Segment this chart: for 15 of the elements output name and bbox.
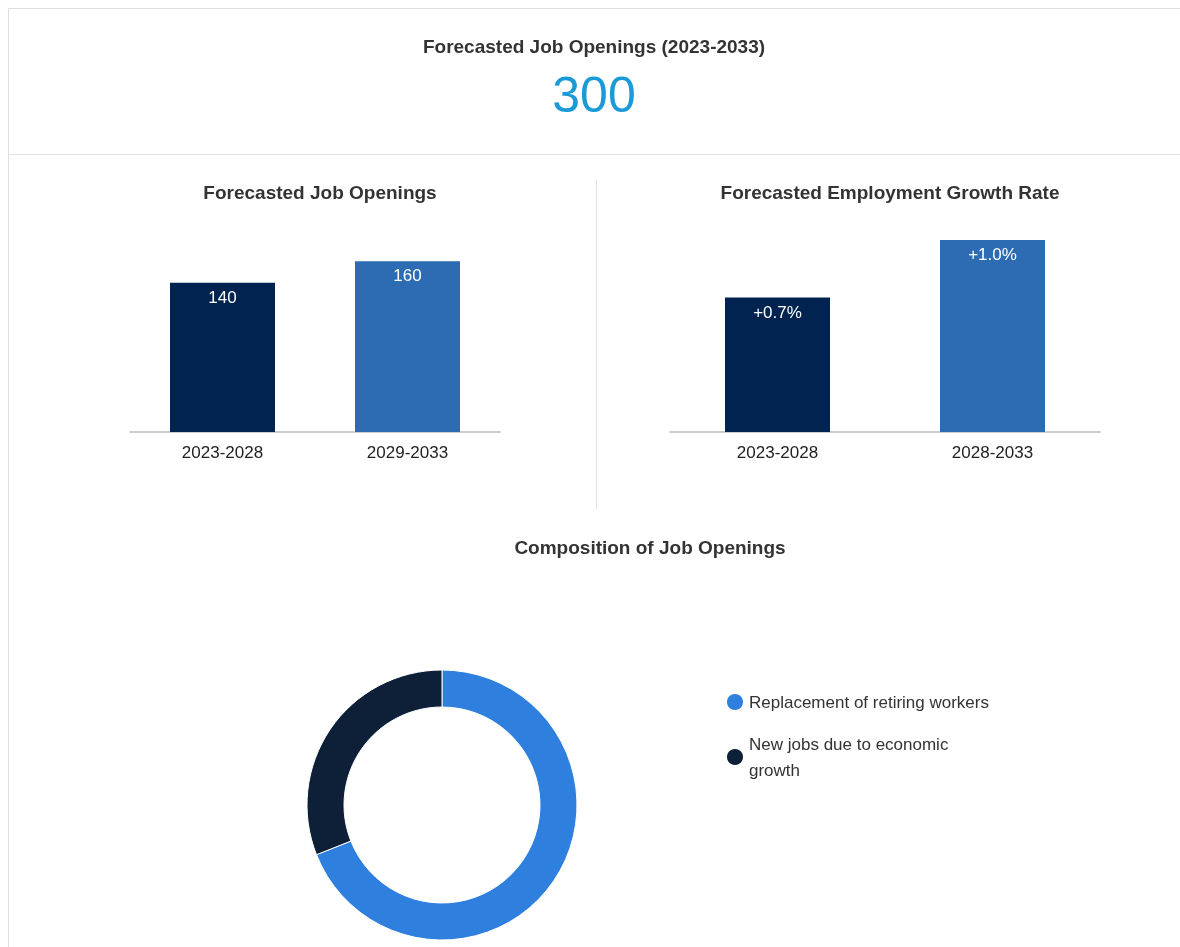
x-tick-label: 2023-2028 xyxy=(736,443,819,462)
data-label: 160 xyxy=(393,266,422,286)
legend-label: Replacement of retiring workers xyxy=(749,692,989,712)
chart-title: Composition of Job Openings xyxy=(514,537,786,558)
data-label: +0.7% xyxy=(753,302,802,322)
data-label: 140 xyxy=(208,287,237,307)
text: Forecasted Job Openings (2023-2033) xyxy=(421,36,767,58)
chart-title: Forecasted Job Openings xyxy=(203,182,437,203)
x-tick-label: 2029-2033 xyxy=(366,443,449,462)
text: 300 xyxy=(551,66,637,124)
x-tick-label: 2028-2033 xyxy=(951,443,1034,462)
data-label: +1.0% xyxy=(968,245,1017,264)
x-tick-label: 2023-2028 xyxy=(181,443,264,462)
chart-title: Forecasted Employment Growth Rate xyxy=(720,182,1060,203)
legend-label: New jobs due to economic growth xyxy=(749,734,954,780)
